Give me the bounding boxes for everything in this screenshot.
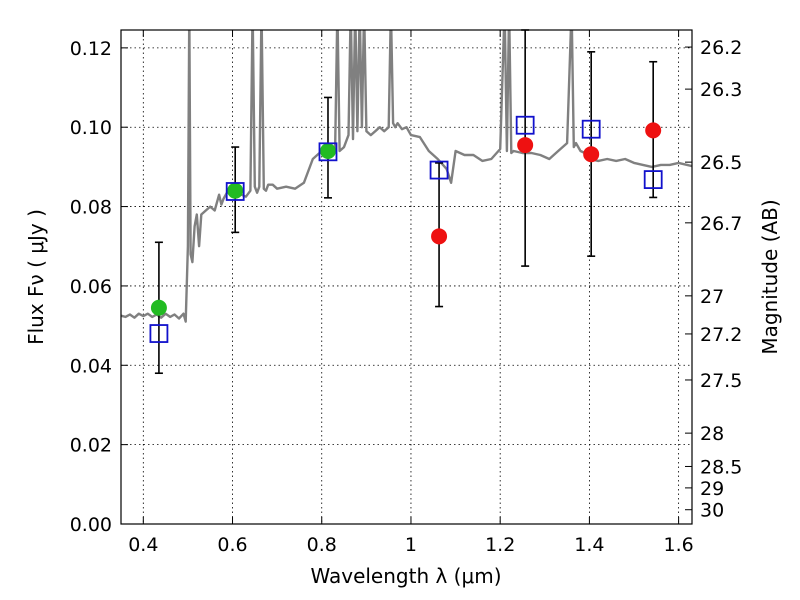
model-photometry-square	[429, 160, 449, 180]
y-tick-label: 0.04	[70, 355, 112, 377]
x-tick-label: 0.6	[217, 534, 247, 556]
y-axis-label: Flux Fν ( μJy )	[24, 209, 48, 345]
x-tick-labels: 0.4 0.6 0.8 1 1.2 1.4 1.6	[128, 534, 694, 556]
x-tick-label: 1.6	[664, 534, 694, 556]
errorbar-layer	[154, 29, 658, 375]
x-tick-label: 1.2	[485, 534, 515, 556]
photometry-point	[517, 137, 534, 154]
x-tick-label: 1.4	[574, 534, 604, 556]
y-tick-labels: 0.00 0.02 0.04 0.06 0.08 0.10 0.12	[70, 38, 112, 536]
model-photometry-square	[643, 170, 663, 189]
magnitude-tick-label: 27	[700, 286, 724, 308]
x-tick-label: 1	[405, 534, 417, 556]
model-photometry-square	[581, 119, 601, 139]
model-photometry-square	[149, 324, 169, 343]
tick-marks	[121, 30, 692, 525]
magnitude-tick-label: 27.2	[700, 324, 742, 346]
magnitude-tick-label: 29	[700, 478, 724, 500]
y-tick-label: 0.10	[70, 117, 112, 139]
magnitude-tick-label: 30	[700, 500, 724, 522]
y-tick-label: 0.00	[70, 514, 112, 536]
magnitude-axis-label: Magnitude (AB)	[758, 199, 782, 354]
photometry-point	[645, 122, 662, 139]
plot-frame	[120, 29, 693, 525]
model-photometry-square	[515, 115, 535, 135]
grid-lines	[121, 30, 692, 525]
model-squares-layer	[149, 115, 663, 343]
y-tick-label: 0.06	[70, 276, 112, 298]
photometry-point	[583, 146, 600, 163]
photometry-point	[319, 143, 336, 160]
y-tick-label: 0.02	[70, 435, 112, 457]
model-photometry-square	[225, 182, 245, 201]
magnitude-tick-label: 26.3	[700, 79, 742, 101]
magnitude-tick-label: 26.7	[700, 213, 742, 235]
x-tick-label: 0.8	[307, 534, 337, 556]
photometry-point	[227, 182, 244, 199]
spectrum-layer	[121, 30, 692, 323]
spectrum-line	[121, 30, 692, 323]
magnitude-tick-label: 27.5	[700, 370, 742, 392]
x-tick-label: 0.4	[128, 534, 158, 556]
model-photometry-square	[318, 142, 338, 162]
magnitude-tick-label: 28	[700, 423, 724, 445]
x-axis-label: Wavelength λ (μm)	[310, 564, 501, 588]
magnitude-tick-label: 26.2	[700, 37, 742, 59]
magnitude-tick-label: 26.5	[700, 152, 742, 174]
photometry-point	[431, 228, 448, 245]
magnitude-tick-label: 28.5	[700, 456, 742, 478]
photometry-point	[150, 299, 167, 316]
y-tick-label: 0.12	[70, 38, 112, 60]
y-tick-label: 0.08	[70, 197, 112, 219]
photometry-points-layer	[150, 122, 662, 316]
